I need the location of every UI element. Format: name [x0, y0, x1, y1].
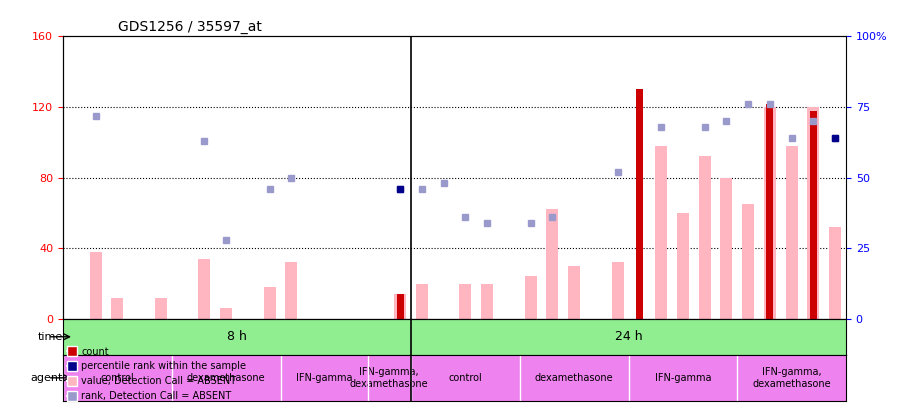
- Text: IFN-gamma,
dexamethasone: IFN-gamma, dexamethasone: [752, 367, 831, 389]
- Text: control: control: [101, 373, 134, 383]
- Bar: [397, 294, 404, 319]
- Bar: [720, 178, 733, 319]
- Bar: [525, 277, 536, 319]
- Text: GDS1256 / 35597_at: GDS1256 / 35597_at: [118, 20, 262, 34]
- Bar: [677, 213, 688, 319]
- Legend: count, percentile rank within the sample, value, Detection Call = ABSENT, rank, : count, percentile rank within the sample…: [63, 343, 250, 405]
- Bar: [766, 104, 773, 319]
- Bar: [628, 355, 737, 401]
- Bar: [807, 107, 819, 319]
- Bar: [829, 227, 842, 319]
- Bar: [63, 319, 411, 355]
- Text: IFN-gamma: IFN-gamma: [654, 373, 711, 383]
- Bar: [63, 355, 172, 401]
- Bar: [546, 209, 558, 319]
- Bar: [786, 146, 797, 319]
- Bar: [198, 259, 211, 319]
- Text: 24 h: 24 h: [615, 330, 643, 343]
- Bar: [810, 111, 817, 319]
- Bar: [520, 355, 628, 401]
- Bar: [394, 294, 406, 319]
- Bar: [416, 284, 428, 319]
- Bar: [655, 146, 667, 319]
- Text: dexamethasone: dexamethasone: [187, 373, 266, 383]
- Bar: [155, 298, 166, 319]
- Bar: [742, 204, 754, 319]
- Text: 8 h: 8 h: [227, 330, 247, 343]
- Bar: [459, 284, 472, 319]
- Text: IFN-gamma: IFN-gamma: [296, 373, 352, 383]
- Bar: [482, 284, 493, 319]
- Bar: [568, 266, 580, 319]
- Bar: [411, 319, 846, 355]
- Bar: [264, 287, 275, 319]
- Bar: [281, 355, 367, 401]
- Bar: [90, 252, 102, 319]
- Text: dexamethasone: dexamethasone: [535, 373, 614, 383]
- Bar: [698, 156, 711, 319]
- Text: control: control: [448, 373, 482, 383]
- Bar: [737, 355, 846, 401]
- Bar: [112, 298, 123, 319]
- Bar: [635, 90, 643, 319]
- Text: IFN-gamma,
dexamethasone: IFN-gamma, dexamethasone: [350, 367, 428, 389]
- Text: time: time: [38, 332, 63, 342]
- Bar: [612, 262, 624, 319]
- Bar: [285, 262, 297, 319]
- Bar: [764, 107, 776, 319]
- Bar: [367, 355, 411, 401]
- Bar: [172, 355, 281, 401]
- Bar: [220, 308, 232, 319]
- Text: agent: agent: [31, 373, 63, 383]
- Bar: [411, 355, 520, 401]
